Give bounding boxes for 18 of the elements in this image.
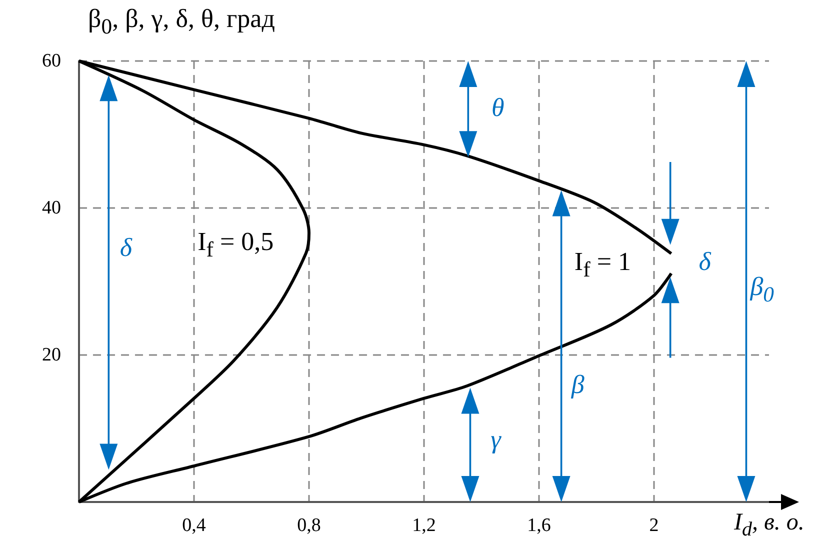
annotation: β — [571, 370, 584, 400]
x-axis-title: I$_{d}$, в. о. — [734, 510, 804, 540]
y-tick-label: 40 — [42, 198, 61, 218]
x-tick-label: 1,6 — [527, 515, 551, 536]
y-tick-label: 20 — [42, 344, 61, 366]
annotation: δ — [698, 247, 711, 276]
annotation: β$_{0}$ — [750, 272, 774, 307]
annotation: θ — [491, 93, 504, 122]
x-tick-label: 0,8 — [297, 515, 321, 536]
x-tick-label: 1,2 — [412, 515, 436, 536]
y-axis-title: β$_{0}$, β, γ, δ, θ, град — [88, 4, 275, 38]
annotation: γ — [490, 424, 501, 454]
y-tick-label: 60 — [42, 50, 61, 72]
series-label: I$_{f}$ = 1 — [574, 247, 631, 282]
series-label: I$_{f}$ = 0,5 — [198, 226, 274, 262]
x-tick-label: 0,4 — [182, 515, 206, 536]
annotation: δ — [120, 232, 132, 262]
x-tick-label: 2 — [649, 515, 659, 536]
